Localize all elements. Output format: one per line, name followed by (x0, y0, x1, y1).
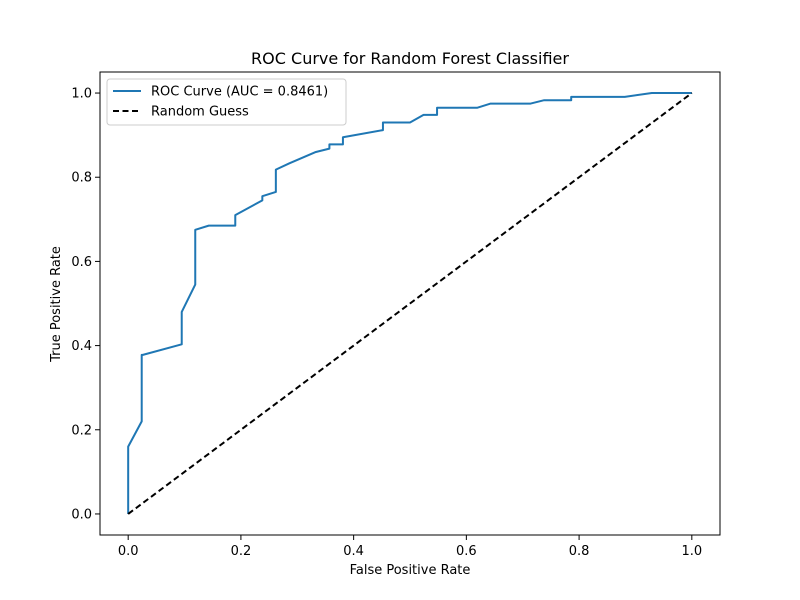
y-tick-label: 0.4 (71, 339, 92, 354)
x-tick-label: 0.2 (231, 544, 252, 559)
plot-area (99, 71, 721, 536)
y-tick-label: 0.2 (71, 423, 92, 438)
y-tick-label: 0.8 (71, 171, 92, 186)
random-guess-line (127, 92, 693, 515)
legend-frame (106, 78, 347, 126)
legend: ROC Curve (AUC = 0.8461) Random Guess (106, 78, 347, 126)
y-tick-label: 1.0 (71, 87, 92, 102)
roc-curve-line (127, 92, 692, 514)
y-tick-label: 0.6 (71, 255, 92, 270)
x-tick-label: 0.4 (343, 544, 364, 559)
x-tick-label: 0.8 (569, 544, 590, 559)
x-axis-ticks: 0.0 0.2 0.4 0.6 0.8 1.0 (118, 535, 702, 559)
x-axis-label: False Positive Rate (350, 563, 471, 578)
x-tick-label: 0.6 (456, 544, 477, 559)
legend-label-roc: ROC Curve (AUC = 0.8461) (151, 85, 328, 100)
legend-label-random: Random Guess (151, 105, 249, 120)
chart-title: ROC Curve for Random Forest Classifier (251, 49, 569, 68)
y-tick-label: 0.0 (71, 507, 92, 522)
plot-frame (99, 71, 721, 536)
y-axis-label: True Positive Rate (49, 246, 64, 363)
x-tick-label: 1.0 (681, 544, 702, 559)
x-tick-label: 0.0 (118, 544, 139, 559)
y-axis-ticks: 0.0 0.2 0.4 0.6 0.8 1.0 (71, 87, 100, 522)
